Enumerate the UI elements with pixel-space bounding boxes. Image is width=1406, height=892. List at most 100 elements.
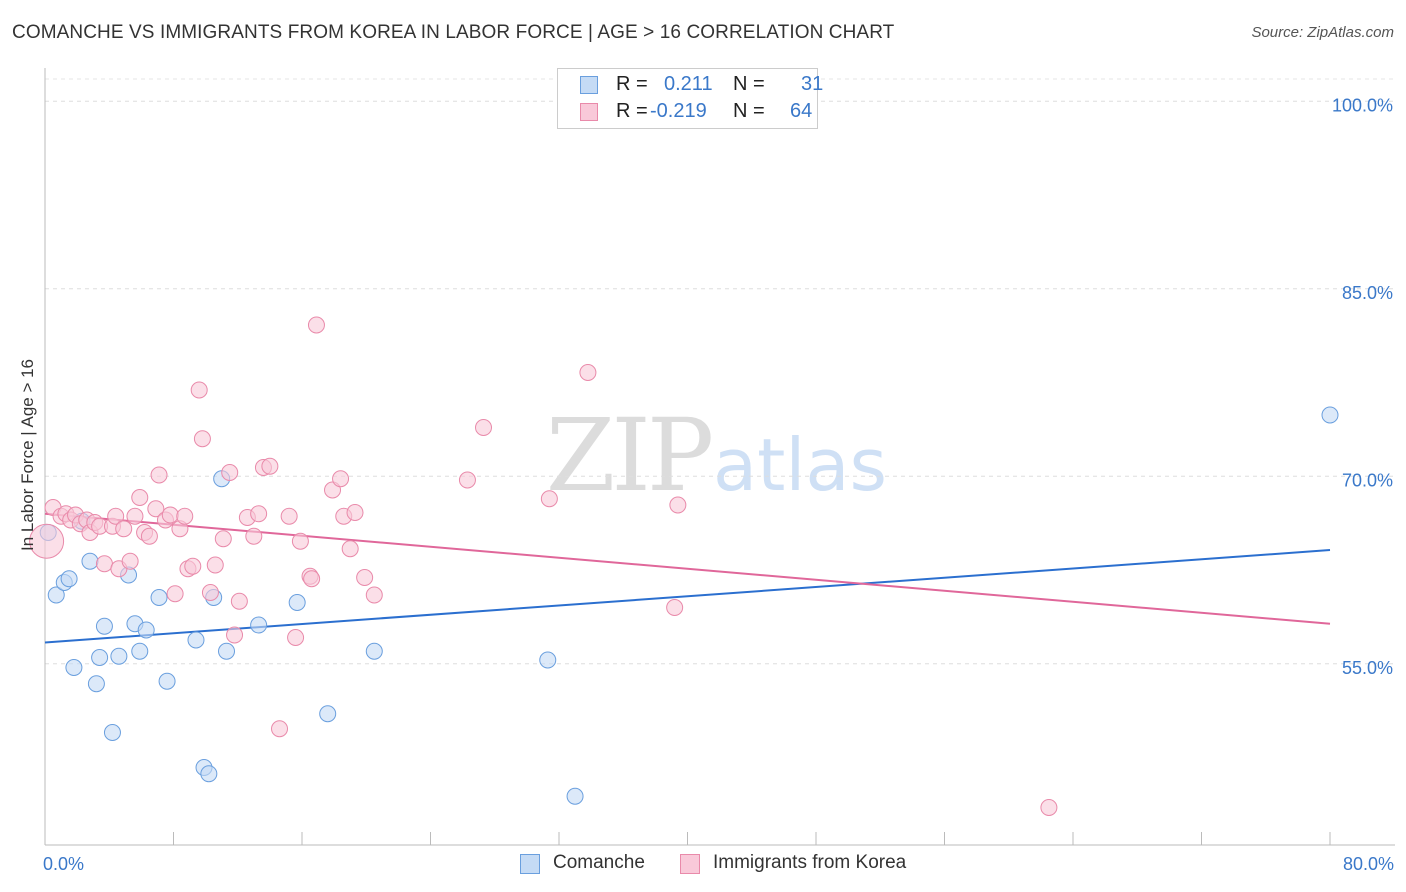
y-tick-label: 55.0% xyxy=(1342,658,1393,678)
data-point xyxy=(250,505,268,523)
data-point xyxy=(1321,406,1339,424)
data-point xyxy=(218,642,236,660)
legend-r-value: -0.219 xyxy=(650,100,707,122)
data-point xyxy=(579,364,597,381)
data-point xyxy=(126,507,144,525)
data-point xyxy=(280,507,298,525)
data-point xyxy=(137,621,155,639)
data-point xyxy=(65,659,83,676)
data-point xyxy=(666,599,684,616)
data-point xyxy=(566,787,584,805)
data-point xyxy=(341,540,359,558)
data-point xyxy=(669,496,687,514)
legend-r-label: R = xyxy=(616,100,648,122)
trend-lines xyxy=(44,512,1331,644)
correlation-legend: R = 0.211 N = 31 R = -0.219 N = 64 xyxy=(557,68,823,129)
data-point xyxy=(332,470,350,488)
data-point xyxy=(206,556,224,574)
data-point xyxy=(230,592,248,610)
data-point xyxy=(287,629,305,646)
data-point xyxy=(87,675,105,693)
axes xyxy=(44,68,1395,846)
data-point xyxy=(115,520,133,538)
chart-title: COMANCHE VS IMMIGRANTS FROM KOREA IN LAB… xyxy=(12,22,895,43)
data-point xyxy=(131,489,149,506)
data-point xyxy=(200,765,218,783)
data-point xyxy=(150,589,168,606)
data-point xyxy=(356,569,374,586)
legend-r-label: R = xyxy=(616,73,648,95)
data-point xyxy=(110,647,128,665)
data-point xyxy=(29,523,65,559)
data-point xyxy=(201,584,219,601)
data-point xyxy=(539,651,557,669)
legend-swatch-comanche xyxy=(520,854,540,874)
legend-n-value: 64 xyxy=(790,100,813,122)
data-point xyxy=(540,490,558,508)
legend-swatch-korea xyxy=(580,103,598,121)
series-1-points xyxy=(29,316,1058,816)
data-point xyxy=(47,586,65,604)
chart-source: Source: ZipAtlas.com xyxy=(1251,24,1394,41)
legend-n-label: N = xyxy=(733,100,765,122)
data-point xyxy=(140,527,158,545)
data-point xyxy=(150,466,168,484)
gridlines xyxy=(45,78,1395,665)
data-point xyxy=(319,705,337,723)
data-point xyxy=(95,555,113,573)
data-point xyxy=(221,464,239,481)
data-point xyxy=(158,672,176,690)
data-point xyxy=(365,642,383,660)
data-point xyxy=(303,570,321,588)
data-point xyxy=(187,631,205,649)
data-point xyxy=(147,500,165,518)
legend-swatch-korea xyxy=(680,854,700,874)
y-tick-label: 100.0% xyxy=(1332,95,1393,115)
data-point xyxy=(121,552,139,570)
legend-label-korea: Immigrants from Korea xyxy=(713,852,907,873)
data-point xyxy=(176,507,194,525)
data-point xyxy=(261,457,279,475)
data-point xyxy=(190,381,208,399)
data-point xyxy=(475,419,493,436)
data-point xyxy=(250,616,268,634)
legend-n-label: N = xyxy=(733,73,765,95)
data-point xyxy=(291,532,309,550)
data-points xyxy=(29,316,1339,816)
data-point xyxy=(271,720,289,738)
watermark: ZIP atlas xyxy=(546,397,887,514)
watermark-atlas: atlas xyxy=(713,423,887,507)
data-point xyxy=(95,617,113,635)
data-point xyxy=(365,586,383,604)
data-point xyxy=(245,527,263,545)
y-tick-label: 85.0% xyxy=(1342,283,1393,303)
data-point xyxy=(81,552,99,570)
data-point xyxy=(91,649,109,666)
data-point xyxy=(166,585,184,603)
data-point xyxy=(458,471,476,489)
data-point xyxy=(161,506,179,524)
data-point xyxy=(288,594,306,611)
tick-labels: 100.0% 85.0% 70.0% 55.0% 0.0% 80.0% xyxy=(43,95,1394,874)
legend-label-comanche: Comanche xyxy=(553,852,645,873)
data-point xyxy=(307,316,325,334)
x-tick-label: 0.0% xyxy=(43,854,84,874)
data-point xyxy=(60,570,78,588)
data-point xyxy=(131,642,149,660)
legend-swatch-comanche xyxy=(580,76,598,94)
data-point xyxy=(184,557,202,575)
data-point xyxy=(193,430,211,448)
data-point xyxy=(1040,799,1058,816)
data-point xyxy=(226,626,244,644)
watermark-zip: ZIP xyxy=(546,397,711,514)
data-point xyxy=(107,507,125,525)
y-axis-label: In Labor Force | Age > 16 xyxy=(18,358,37,552)
legend-n-value: 31 xyxy=(801,73,824,95)
data-point xyxy=(103,724,121,741)
data-point xyxy=(346,504,364,521)
y-tick-label: 70.0% xyxy=(1342,470,1393,490)
data-point xyxy=(214,530,232,548)
legend-r-value: 0.211 xyxy=(664,73,713,95)
x-tick-label: 80.0% xyxy=(1343,854,1394,874)
